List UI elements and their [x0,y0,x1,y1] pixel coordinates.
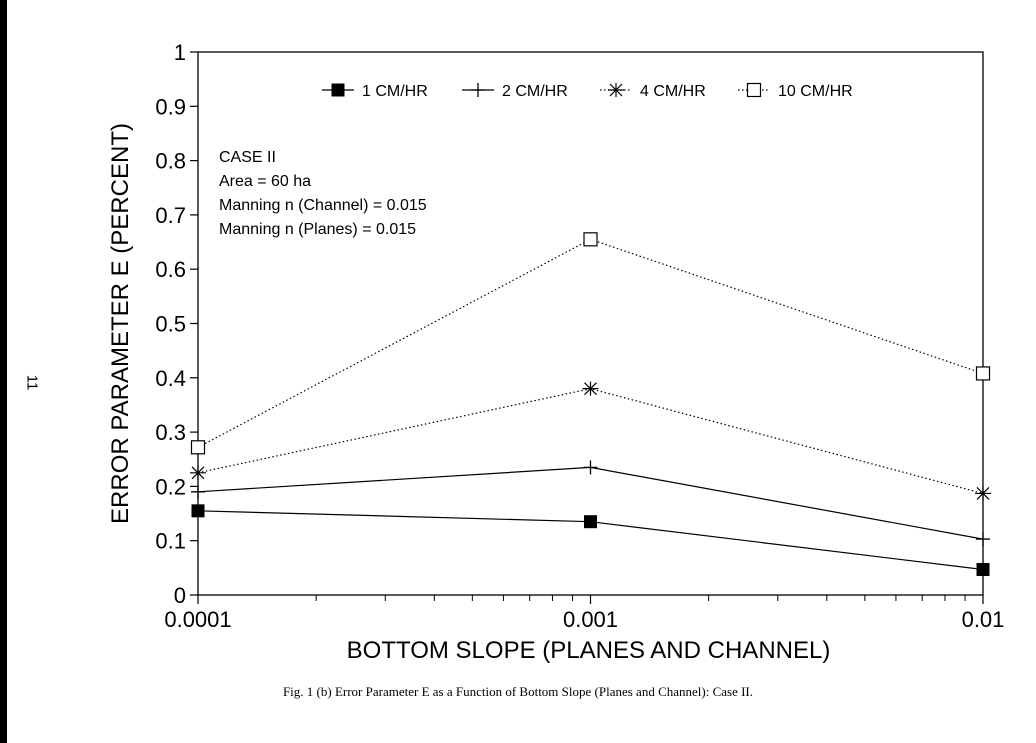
y-tick-label: 0.6 [155,257,186,282]
data-point [975,366,991,381]
x-tick-label: 0.01 [962,607,1005,632]
series-1-cm-hr [191,504,990,576]
y-tick-label: 0.8 [155,149,186,174]
y-axis-title: ERROR PARAMETER E (PERCENT) [107,123,134,524]
legend-marker [608,83,624,97]
y-tick-label: 0.7 [155,203,186,228]
series-line [197,388,984,495]
legend-marker [331,83,345,97]
series-4-cm-hr [190,381,991,501]
data-point [583,460,598,475]
data-point [583,232,598,247]
data-point [191,504,205,518]
legend-marker [746,82,762,98]
figure-caption: Fig. 1 (b) Error Parameter E as a Functi… [282,684,754,699]
legend-label: 1 CM/HR [362,83,428,100]
data-point [975,486,991,501]
annotation-line: CASE II [219,149,276,166]
y-tick-label: 0.2 [155,474,186,499]
data-point [190,465,206,480]
data-point [976,562,990,576]
legend-marker [471,83,485,97]
legend-label: 2 CM/HR [502,83,568,100]
annotation-line: Area = 60 ha [219,173,311,190]
data-point [582,381,599,396]
y-tick-label: 0.5 [155,312,186,337]
y-tick-label: 0.3 [155,420,186,445]
series-line [197,466,984,540]
data-point [190,440,206,455]
x-axis-title: BOTTOM SLOPE (PLANES AND CHANNEL) [347,637,831,664]
y-tick-label: 0.9 [155,94,186,119]
y-tick-label: 0.1 [155,529,186,554]
x-tick-label: 0.0001 [164,607,231,632]
x-tick-label: 0.001 [563,607,618,632]
series-line [197,238,984,448]
series-10-cm-hr [190,232,991,455]
annotation-line: Manning n (Channel) = 0.015 [219,197,427,214]
data-point [976,532,990,547]
page-edge-bar [0,0,7,743]
data-point [584,515,597,529]
legend-label: 10 CM/HR [778,83,853,100]
legend-label: 4 CM/HR [640,83,706,100]
y-tick-label: 0 [174,583,186,608]
series-2-cm-hr [191,460,990,547]
data-point [191,484,205,499]
y-tick-label: 0.4 [155,366,186,391]
y-tick-label: 1 [174,40,186,65]
annotation-line: Manning n (Planes) = 0.015 [219,221,416,238]
